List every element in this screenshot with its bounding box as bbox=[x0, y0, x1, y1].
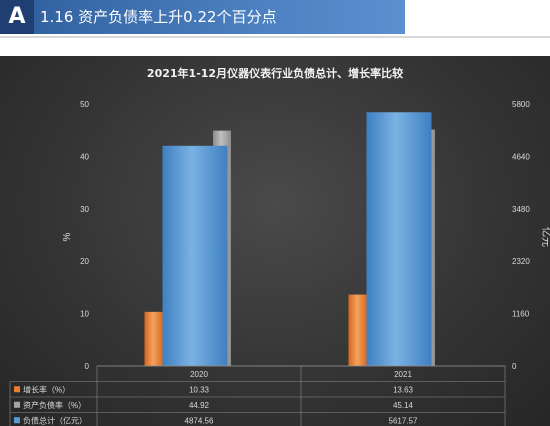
legend-label: 增长率（%） bbox=[23, 384, 70, 394]
divider bbox=[0, 36, 550, 38]
data-label: 4874.56 bbox=[185, 416, 214, 425]
y-right-tick-label: 1160 bbox=[512, 310, 530, 319]
chart-panel: 2021年1-12月仪器仪表行业负债总计、增长率比较 % 亿元 0 10 20 30 4… bbox=[0, 56, 550, 426]
y-axis-left-label: % bbox=[62, 232, 73, 241]
logo: A bbox=[0, 0, 34, 34]
data-label: 13.63 bbox=[393, 385, 414, 394]
legend-swatch bbox=[14, 417, 20, 424]
y-right-tick-label: 2320 bbox=[512, 257, 530, 266]
y-left-tick-label: 20 bbox=[80, 257, 89, 266]
y-right-tick-label: 4640 bbox=[512, 152, 530, 161]
data-label: 44.92 bbox=[189, 401, 210, 410]
legend-swatch bbox=[14, 401, 20, 408]
y-left-tick-label: 0 bbox=[85, 362, 90, 371]
chart-title: 2021年1-12月仪器仪表行业负债总计、增长率比较 bbox=[147, 66, 403, 80]
y-right-tick-label: 3480 bbox=[512, 205, 530, 214]
legend-label: 负债总计（亿元） bbox=[23, 415, 87, 425]
y-axis-right-label: 亿元 bbox=[540, 227, 550, 247]
y-right-tick-label: 5800 bbox=[512, 100, 530, 109]
header-banner: A 1.16 资产负债率上升0.22个百分点 bbox=[0, 0, 405, 34]
y-left-tick-label: 30 bbox=[80, 205, 89, 214]
data-label: 10.33 bbox=[189, 385, 210, 394]
chart-svg: 2021年1-12月仪器仪表行业负债总计、增长率比较 % 亿元 0 10 20 30 4… bbox=[9, 66, 550, 426]
page-title: 1.16 资产负债率上升0.22个百分点 bbox=[40, 8, 277, 26]
y-right-tick-label: 0 bbox=[512, 362, 517, 371]
bar-series-2-2021 bbox=[366, 112, 432, 366]
y-left-tick-label: 10 bbox=[80, 310, 89, 319]
data-label: 5617.57 bbox=[389, 416, 418, 425]
bar-series-0-2020 bbox=[144, 311, 164, 366]
bar-series-0-2021 bbox=[348, 294, 368, 366]
legend-swatch bbox=[14, 386, 20, 393]
y-left-tick-label: 40 bbox=[80, 152, 89, 161]
y-left-tick-label: 50 bbox=[80, 100, 89, 109]
x-tick-label: 2020 bbox=[190, 370, 208, 379]
data-label: 45.14 bbox=[393, 401, 414, 410]
legend-label: 资产负债率（%） bbox=[23, 400, 86, 410]
bar-series-2-2020 bbox=[162, 145, 228, 366]
x-tick-label: 2021 bbox=[394, 370, 412, 379]
